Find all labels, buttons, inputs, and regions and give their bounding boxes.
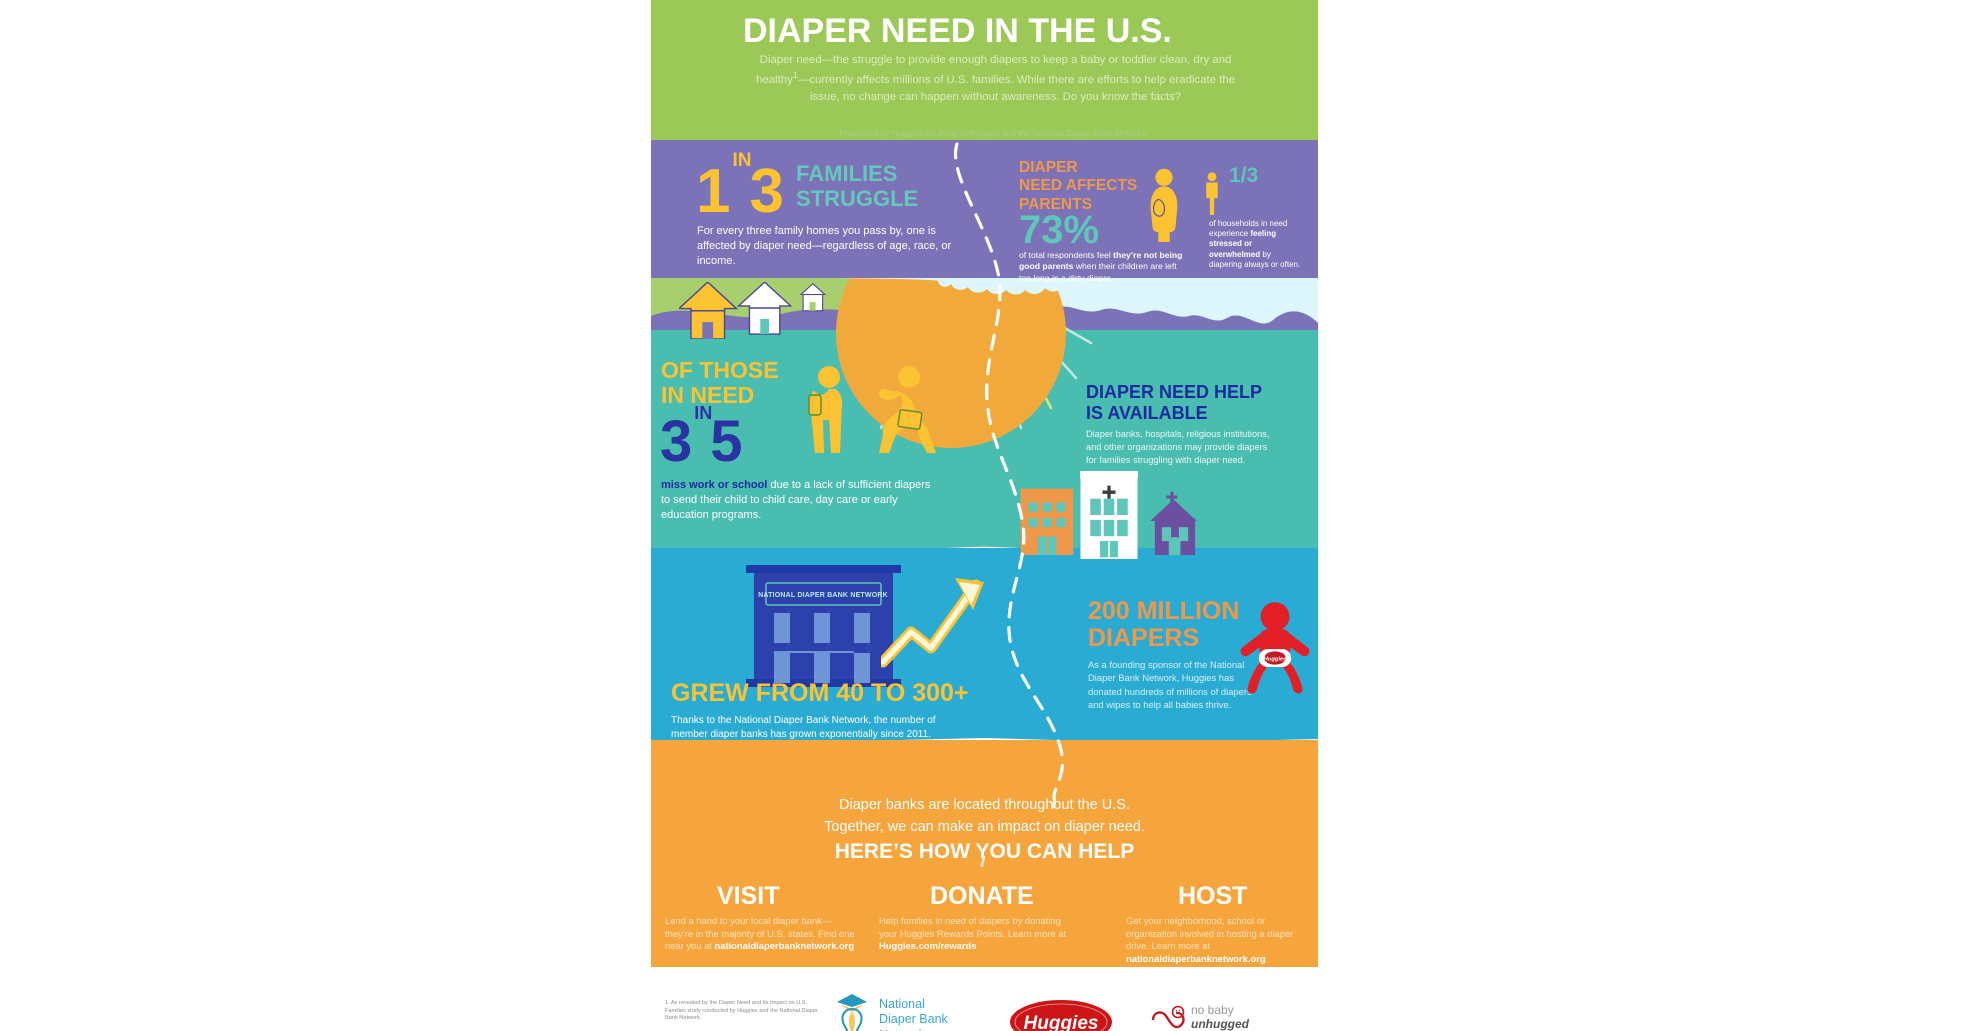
svg-text:Huggies: Huggies	[1264, 657, 1287, 663]
svg-text:NATIONAL DIAPER BANK NETWORK: NATIONAL DIAPER BANK NETWORK	[758, 592, 888, 599]
svg-text:Huggies: Huggies	[1024, 1013, 1099, 1031]
